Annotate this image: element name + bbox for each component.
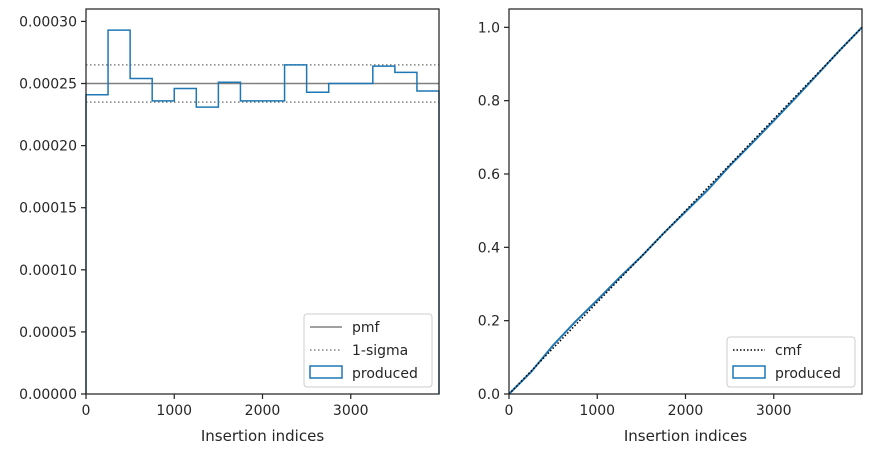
cmf-y-tick-label: 0.6 xyxy=(478,167,500,183)
pmf-y-tick-label: 0.00015 xyxy=(19,201,77,217)
pmf-y-tick-label: 0.00005 xyxy=(19,325,77,341)
pmf-panel: 0 1000 2000 3000 0.00000 0.00005 0.00010 0.0001… xyxy=(19,8,440,445)
pmf-plot-area xyxy=(85,29,440,394)
cmf-x-tick-label: 2000 xyxy=(668,403,704,419)
produced-histogram xyxy=(85,29,440,394)
pmf-x-tick-label: 0 xyxy=(82,403,91,419)
legend-1-sigma-label: 1-sigma xyxy=(352,343,408,359)
pmf-y-tick-label: 0.00010 xyxy=(19,263,77,279)
produced-cumulative-line xyxy=(508,26,863,395)
pmf-legend-box xyxy=(303,313,433,388)
cmf-x-tick-label: 3000 xyxy=(756,403,792,419)
pmf-y-tick-label: 0.00030 xyxy=(19,14,77,30)
legend-produced-label-right: produced xyxy=(775,366,841,382)
cmf-y-tick-label: 0.2 xyxy=(478,314,500,330)
cmf-panel: 0 1000 2000 3000 0.0 0.2 0.4 0.6 0.8 1.0 Insertio… xyxy=(478,8,863,445)
pmf-x-tick-label: 2000 xyxy=(245,403,281,419)
pmf-x-axis-label: Insertion indices xyxy=(201,427,324,445)
pmf-x-tick-label: 3000 xyxy=(333,403,369,419)
cmf-x-tick-label: 1000 xyxy=(579,403,615,419)
legend-cmf-label: cmf xyxy=(775,343,802,359)
cmf-plot-area xyxy=(508,26,863,395)
cmf-y-tick-label: 0.8 xyxy=(478,94,500,110)
cmf-y-tick-label: 0.0 xyxy=(478,387,500,403)
legend-produced-label: produced xyxy=(352,366,418,382)
pmf-ticks: 0 1000 2000 3000 0.00000 0.00005 0.00010 0.0001… xyxy=(19,14,368,419)
pmf-y-tick-label: 0.00025 xyxy=(19,77,77,93)
legend-produced-swatch-right xyxy=(732,365,766,379)
pmf-legend: pmf 1-sigma produced xyxy=(303,313,433,388)
legend-pmf-label: pmf xyxy=(352,320,381,336)
cmf-x-axis-label: Insertion indices xyxy=(624,427,747,445)
cmf-y-tick-label: 1.0 xyxy=(478,20,500,36)
cmf-x-tick-label: 0 xyxy=(505,403,514,419)
pmf-y-tick-label: 0.00000 xyxy=(19,387,77,403)
cmf-y-tick-label: 0.4 xyxy=(478,240,500,256)
cmf-line xyxy=(508,26,863,395)
legend-produced-swatch xyxy=(309,365,343,379)
pmf-y-tick-label: 0.00020 xyxy=(19,139,77,155)
cmf-ticks: 0 1000 2000 3000 0.0 0.2 0.4 0.6 0.8 1.0 xyxy=(478,20,792,419)
cmf-legend: cmf produced xyxy=(726,336,856,388)
pmf-x-tick-label: 1000 xyxy=(156,403,192,419)
